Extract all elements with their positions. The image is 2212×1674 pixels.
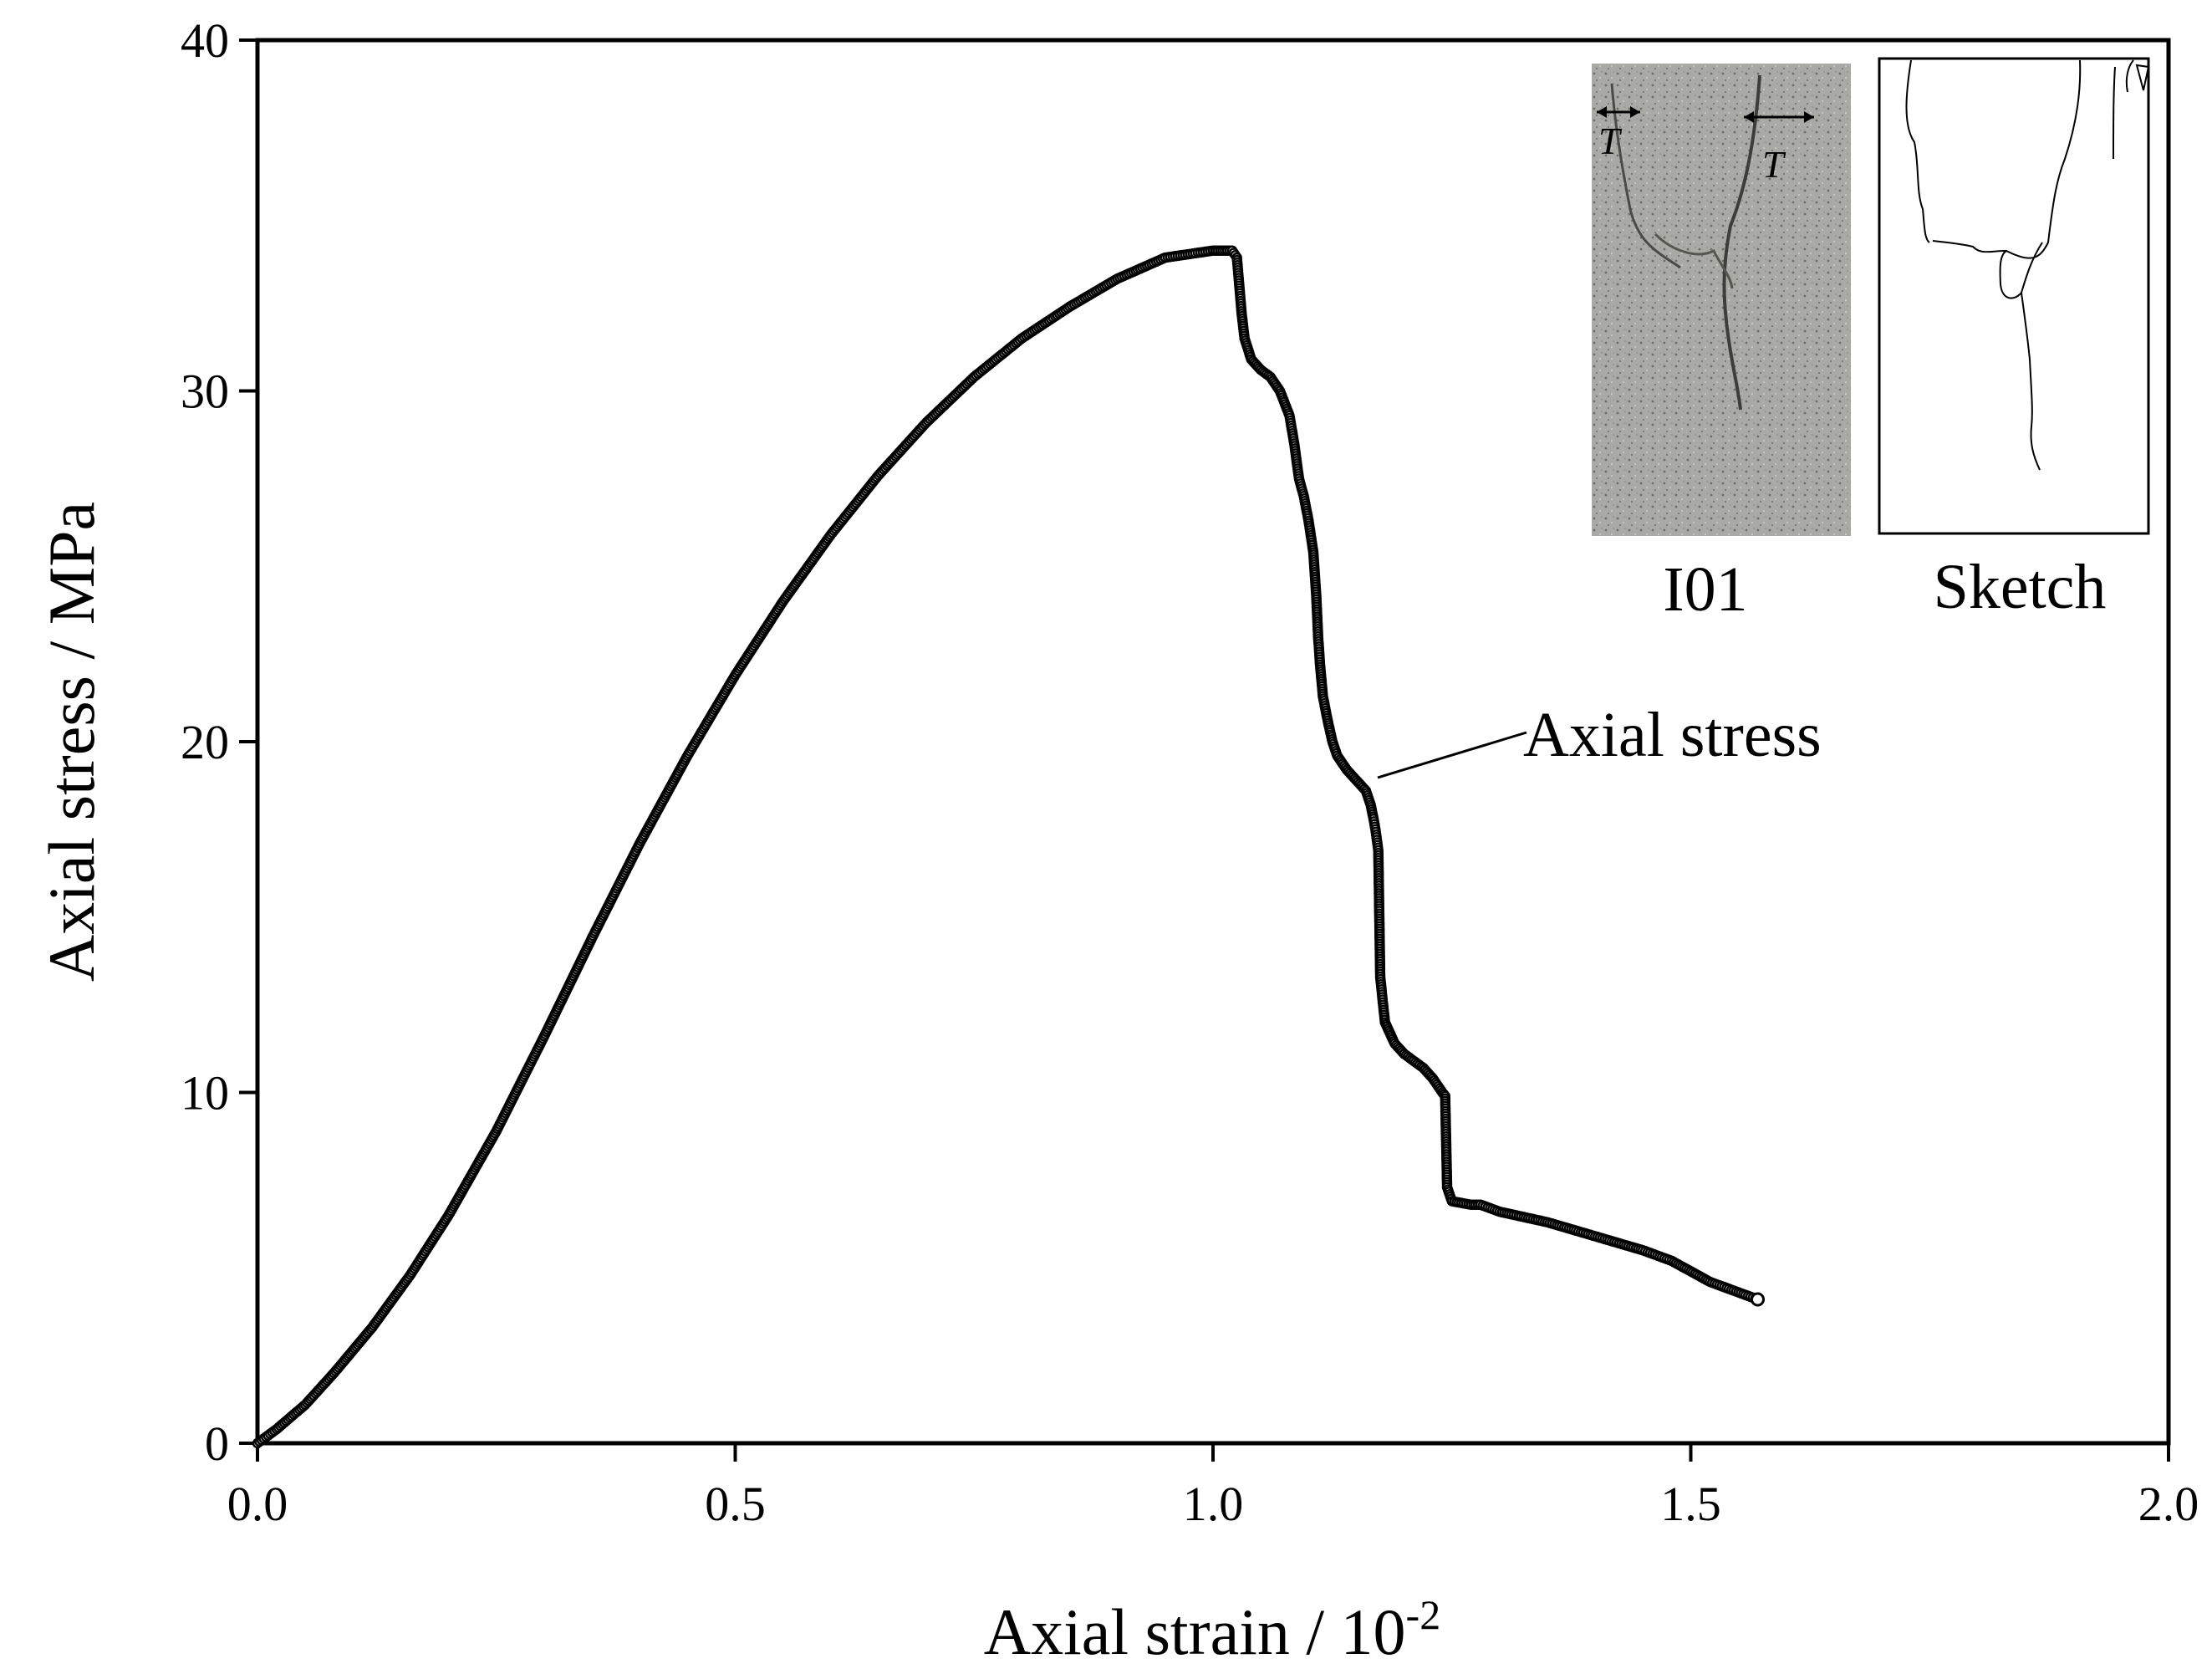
x-axis-ticks: 0.0 0.5 1.0 1.5 2.0 (227, 1443, 2199, 1531)
y-tick-label: 20 (181, 715, 229, 769)
y-axis-label: Axial stress / MPa (35, 502, 108, 982)
x-tick-label: 2.0 (2138, 1477, 2199, 1531)
photo-crack-fragment (1654, 232, 1734, 289)
sketch-crack-main (1932, 59, 2082, 259)
sketch-inset-label: Sketch (1934, 552, 2107, 622)
y-axis-ticks: 0 10 20 30 40 (181, 13, 257, 1471)
x-axis-label: Axial strain / 10-2 (984, 1591, 1440, 1668)
svg-text:T: T (1762, 143, 1786, 186)
photo-crack-main (1722, 74, 1761, 411)
t-marker-right: T (1744, 111, 1814, 186)
x-tick-label: 1.5 (1660, 1477, 1721, 1531)
x-tick-label: 1.0 (1183, 1477, 1244, 1531)
x-tick-label: 0.0 (227, 1477, 288, 1531)
annotation-axial-stress: Axial stress (1523, 700, 1822, 770)
x-tick-label: 0.5 (705, 1477, 766, 1531)
y-tick-label: 30 (181, 365, 229, 419)
y-tick-label: 40 (181, 13, 229, 68)
y-tick-label: 10 (181, 1066, 229, 1120)
data-point (1751, 1292, 1766, 1307)
specimen-photo (1592, 64, 1851, 536)
sketch-crack-topright (2113, 59, 2150, 160)
sketch-crack-outline (1905, 59, 1930, 243)
sketch-frame (1878, 57, 2150, 535)
annotation-leader-line (1377, 731, 1527, 779)
svg-text:T: T (1598, 120, 1623, 162)
sketch-crack-branch (1999, 242, 2043, 471)
photo-inset-label: I01 (1663, 554, 1747, 625)
photo-crack-left (1610, 83, 1681, 269)
t-marker-left: T (1597, 106, 1640, 162)
sketch-inset: Sketch (1878, 57, 2150, 622)
series-line (257, 249, 1759, 1445)
y-tick-label: 0 (205, 1416, 229, 1471)
specimen-photo-inset: T T I01 (1592, 64, 1851, 625)
series-axial-stress (252, 245, 1766, 1449)
